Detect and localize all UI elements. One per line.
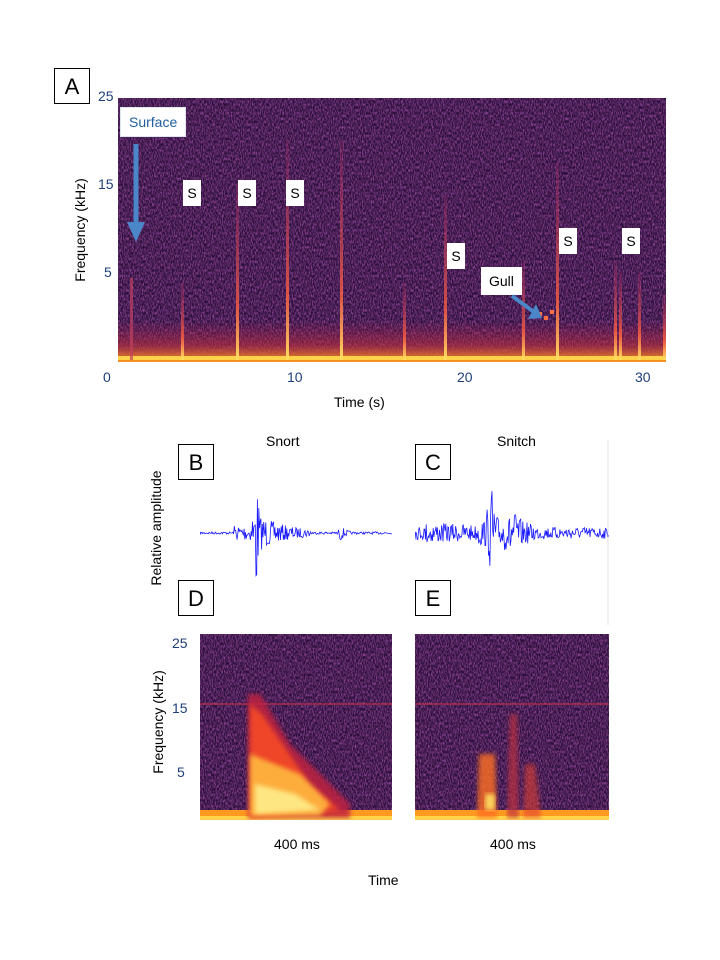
small-y-tick-25: 25: [172, 635, 188, 651]
small-y-axis-label: Frequency (kHz): [150, 670, 166, 774]
s-marker-3: S: [286, 180, 304, 206]
snitch-waveform: [415, 491, 609, 566]
small-y-tick-5: 5: [177, 764, 185, 780]
s-marker-1: S: [183, 180, 201, 206]
main-x-tick-10: 10: [287, 369, 303, 385]
main-y-axis-label: Frequency (kHz): [72, 178, 88, 282]
gull-label: Gull: [481, 267, 522, 295]
panel-label-d: D: [178, 580, 214, 616]
surface-label: Surface: [120, 107, 187, 137]
snitch-spectrogram: [415, 634, 609, 820]
main-y-tick-15: 15: [98, 176, 114, 192]
waveform-right-border: [607, 440, 609, 625]
main-x-tick-20: 20: [457, 369, 473, 385]
snitch-duration: 400 ms: [490, 836, 536, 852]
panel-label-a: A: [54, 68, 90, 104]
snitch-title: Snitch: [497, 433, 536, 449]
snort-title: Snort: [266, 433, 300, 449]
snort-waveform: [200, 499, 392, 577]
snort-spectrogram: [200, 634, 392, 820]
small-y-tick-15: 15: [172, 700, 188, 716]
main-y-tick-25: 25: [98, 88, 114, 104]
panel-label-e: E: [415, 580, 451, 616]
surface-arrow: [127, 144, 145, 242]
waveform-y-axis-label-text: Relative amplitude: [148, 470, 164, 586]
gull-arrow: [510, 294, 542, 319]
snort-duration: 400 ms: [274, 836, 320, 852]
main-x-tick-0: 0: [103, 369, 111, 385]
s-marker-5: S: [559, 228, 577, 254]
s-marker-2: S: [238, 180, 256, 206]
panel-label-b: B: [178, 444, 214, 480]
s-marker-6: S: [622, 228, 640, 254]
small-x-axis-label: Time: [368, 872, 399, 888]
waveform-y-axis-label: Relative amplitude: [148, 468, 164, 588]
s-marker-4: S: [447, 243, 465, 269]
main-y-tick-5: 5: [104, 264, 112, 280]
panel-label-c: C: [415, 444, 451, 480]
main-x-tick-30: 30: [635, 369, 651, 385]
main-spectrogram: [118, 98, 666, 362]
main-x-axis-label: Time (s): [334, 394, 385, 410]
